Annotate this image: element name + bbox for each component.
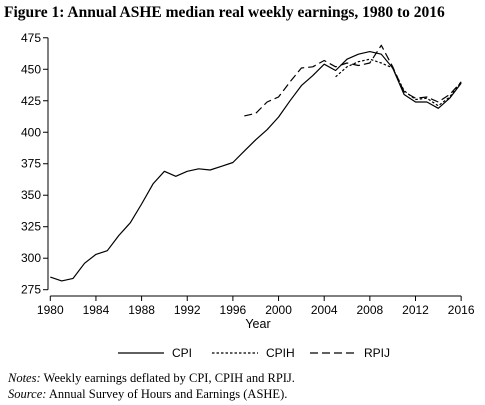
y-tick-label: 475 <box>21 31 41 45</box>
x-tick-label: 1992 <box>174 303 201 317</box>
notes-label: Notes: <box>8 371 41 385</box>
x-tick-label: 1996 <box>220 303 247 317</box>
series-line-rpij <box>244 44 462 117</box>
notes-line: Notes: Weekly earnings deflated by CPI, … <box>8 370 295 386</box>
y-tick-label: 375 <box>21 157 41 171</box>
x-tick-label: 1984 <box>83 303 110 317</box>
y-tick-label: 275 <box>21 283 41 297</box>
source-label: Source: <box>8 387 47 401</box>
source-line: Source: Annual Survey of Hours and Earni… <box>8 386 295 402</box>
series-line-cpi <box>50 50 462 282</box>
legend-label-cpih: CPIH <box>266 346 295 360</box>
y-tick-label: 300 <box>21 251 41 265</box>
chart-series <box>50 44 462 282</box>
chart-axes: 275 300 325 350 375 400 425 450 475 1980 1984 1988 1… <box>21 31 475 331</box>
x-tick-label: 2004 <box>311 303 338 317</box>
x-tick-label: 2016 <box>448 303 475 317</box>
x-tick-label: 2012 <box>402 303 429 317</box>
x-tick-label: 1988 <box>128 303 155 317</box>
legend-label-rpij: RPIJ <box>364 346 390 360</box>
y-tick-label: 325 <box>21 220 41 234</box>
figure-title: Figure 1: Annual ASHE median real weekly… <box>4 4 445 21</box>
y-tick-label: 350 <box>21 188 41 202</box>
chart-legend: CPI CPIH RPIJ <box>118 346 390 360</box>
y-tick-label: 425 <box>21 94 41 108</box>
legend-label-cpi: CPI <box>172 346 192 360</box>
y-tick-label: 450 <box>21 62 41 76</box>
x-tick-label: 2000 <box>265 303 292 317</box>
figure-notes: Notes: Weekly earnings deflated by CPI, … <box>8 370 295 402</box>
y-tick-label: 400 <box>21 125 41 139</box>
x-tick-label: 1980 <box>37 303 64 317</box>
x-tick-label: 2008 <box>356 303 383 317</box>
source-text: Annual Survey of Hours and Earnings (ASH… <box>46 387 288 401</box>
notes-text: Weekly earnings deflated by CPI, CPIH an… <box>40 371 295 385</box>
x-axis-title: Year <box>245 317 270 331</box>
